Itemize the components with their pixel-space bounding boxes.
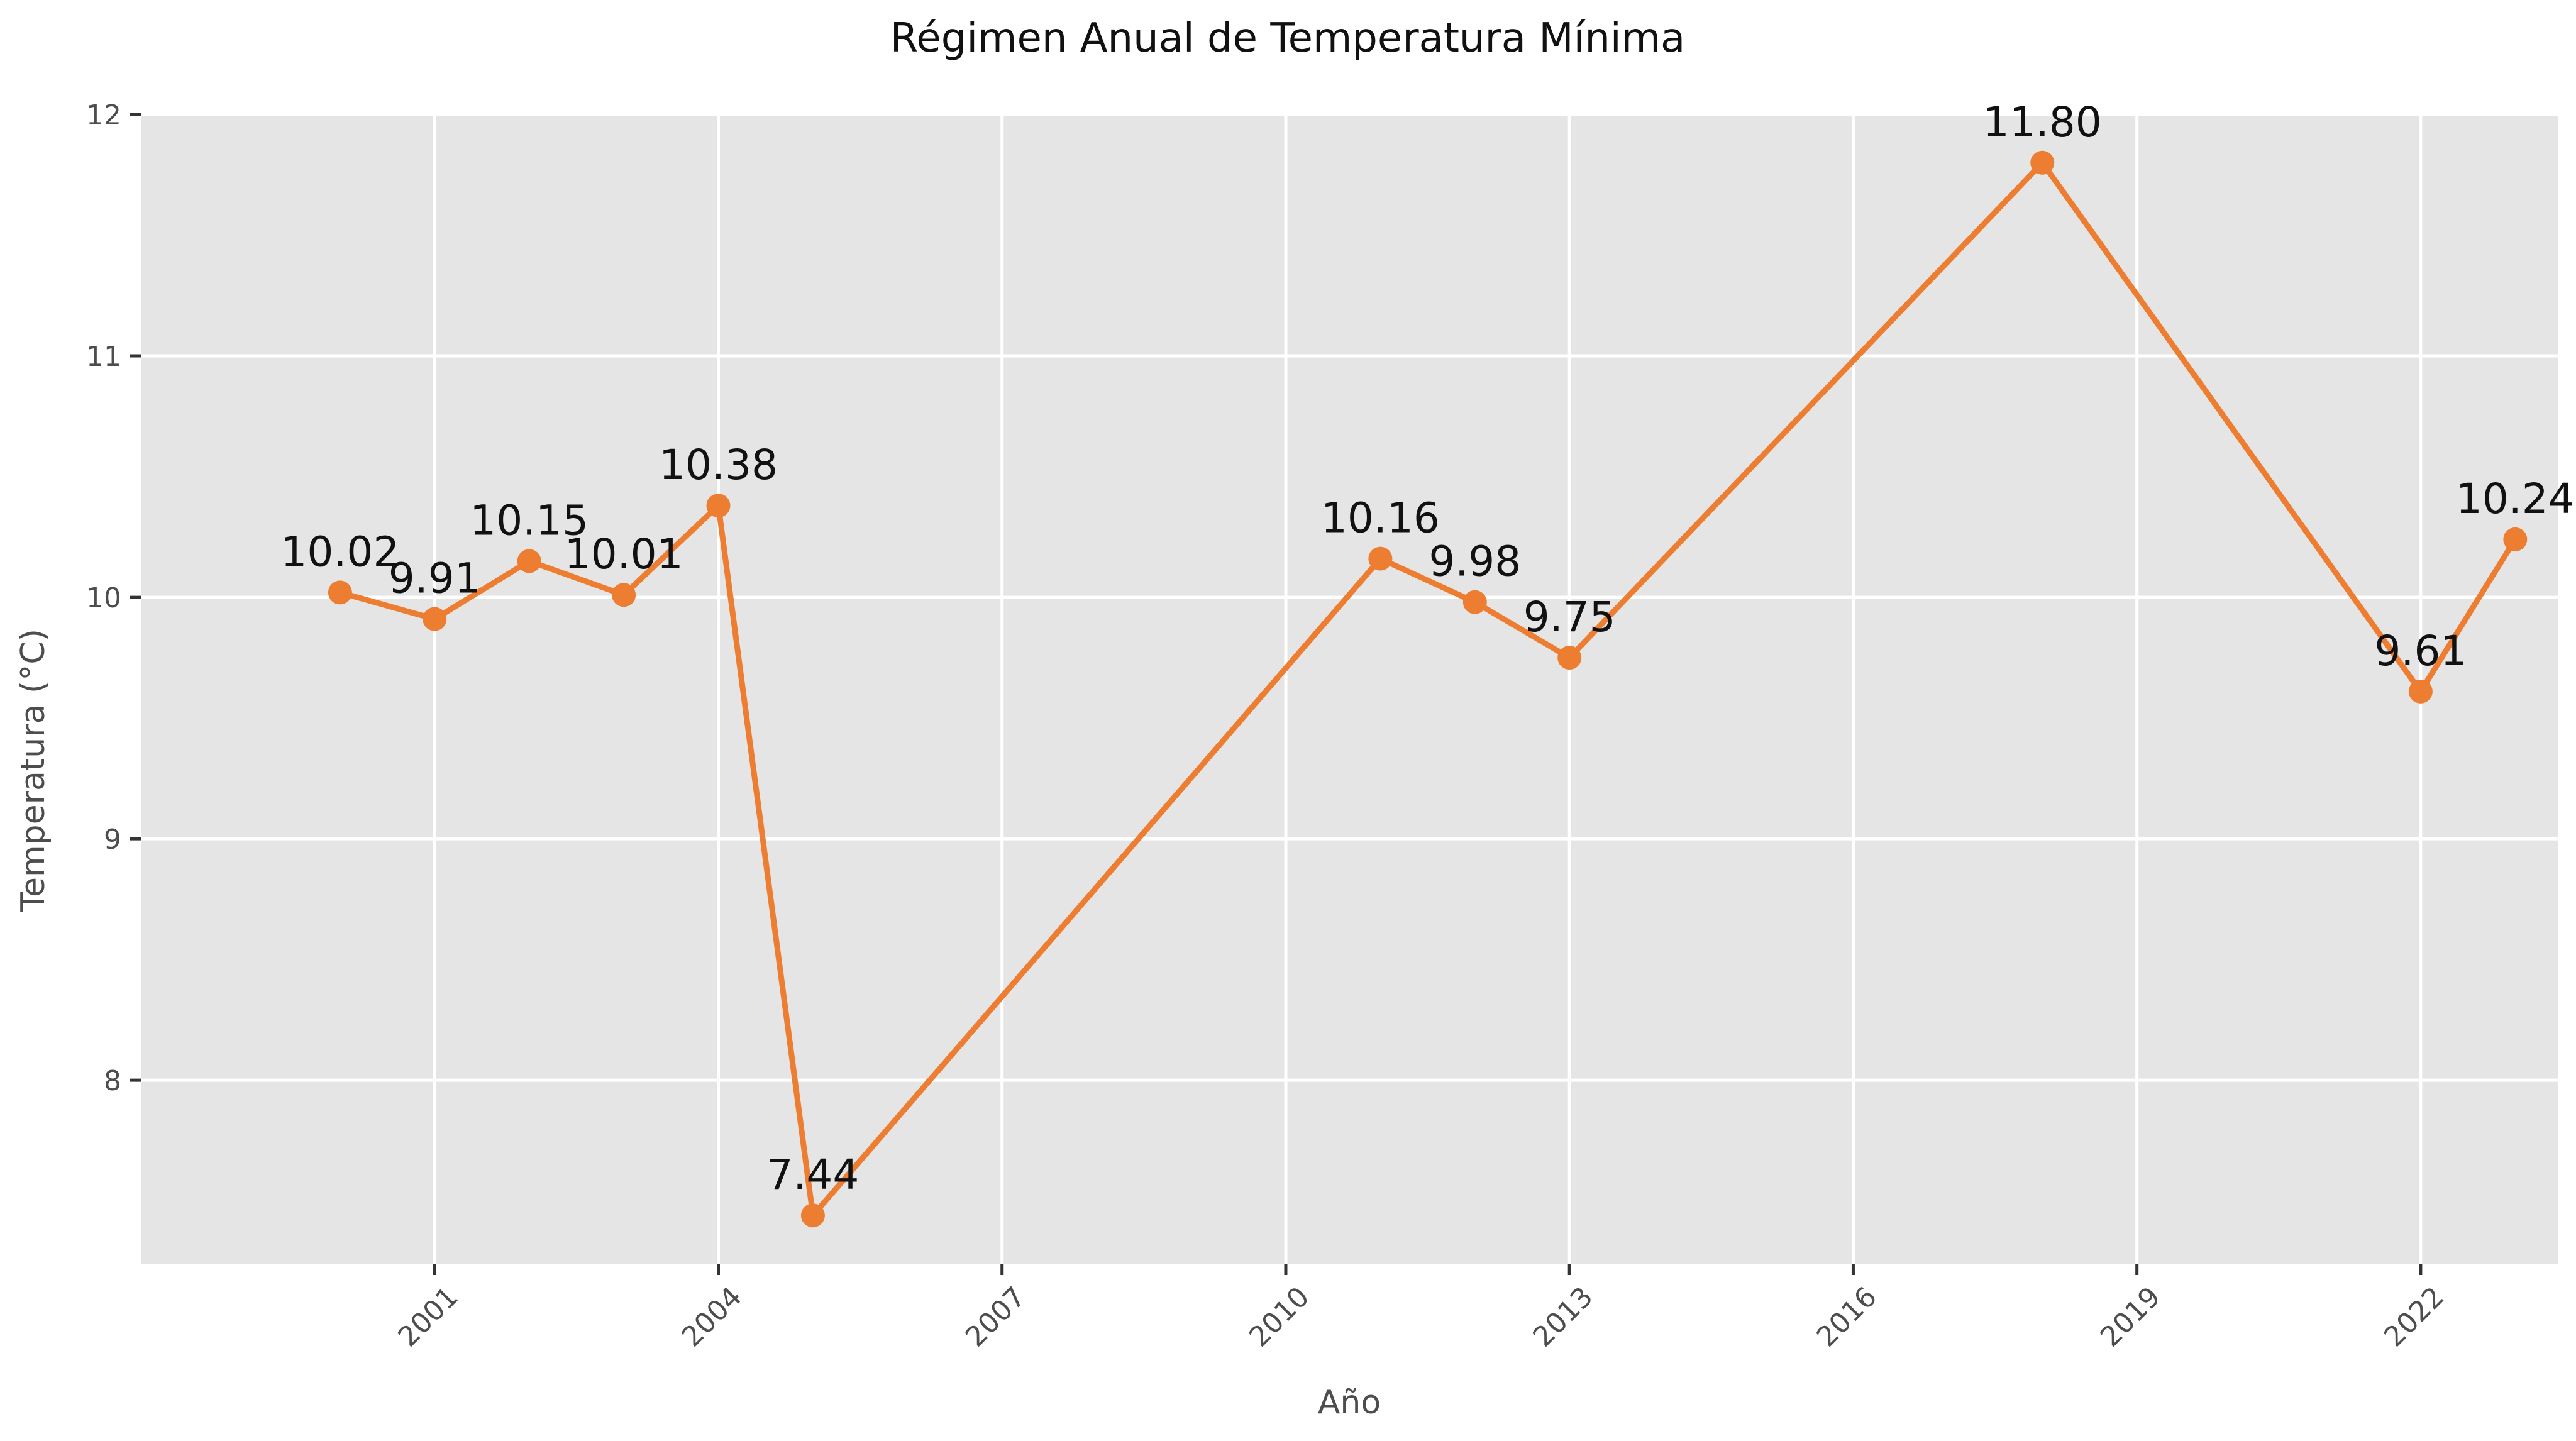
y-tick-label: 12: [86, 99, 121, 131]
data-label: 9.61: [2374, 627, 2467, 675]
data-point: [800, 1203, 825, 1228]
data-point: [2408, 679, 2433, 704]
data-label: 10.38: [659, 441, 778, 489]
x-axis-label: Año: [1318, 1384, 1381, 1422]
data-point: [423, 607, 447, 631]
data-point: [612, 583, 636, 607]
series: [328, 150, 2528, 1228]
plot-area: [141, 114, 2558, 1264]
data-point: [1368, 546, 1393, 571]
y-tick-label: 8: [104, 1065, 121, 1097]
data-label: 9.91: [389, 555, 481, 603]
data-point: [706, 494, 731, 518]
y-tick-label: 10: [86, 582, 121, 614]
y-axis-label: Temperatura (°C): [14, 629, 52, 912]
data-label: 10.15: [470, 496, 589, 544]
chart-title: Régimen Anual de Temperatura Mínima: [890, 15, 1686, 62]
data-label: 10.02: [280, 527, 399, 576]
y-tick-label: 9: [104, 824, 121, 856]
data-label: 9.98: [1429, 538, 1521, 586]
data-point: [2503, 527, 2528, 551]
data-point: [2030, 150, 2055, 175]
data-label: 10.16: [1321, 494, 1440, 543]
data-label: 10.01: [565, 530, 683, 578]
data-label: 10.24: [2456, 475, 2575, 523]
data-point: [328, 580, 352, 605]
data-label: 11.80: [1983, 98, 2102, 146]
data-point: [1462, 590, 1487, 614]
data-point: [517, 549, 541, 573]
series-line: [339, 160, 2518, 1218]
data-point: [1557, 646, 1582, 670]
y-tick-label: 11: [86, 341, 121, 373]
data-label: 7.44: [766, 1151, 859, 1199]
data-label: 9.75: [1523, 593, 1616, 641]
